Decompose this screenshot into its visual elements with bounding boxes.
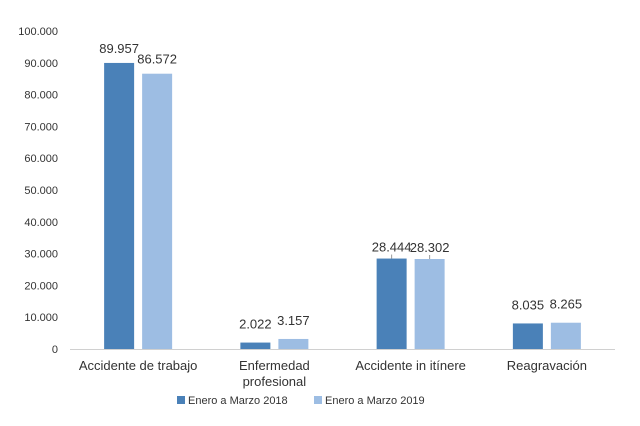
data-label: 2.022 xyxy=(239,317,272,332)
x-category-label: Enfermedad xyxy=(239,358,310,373)
bar xyxy=(278,338,309,349)
data-label: 28.302 xyxy=(410,240,450,255)
bar xyxy=(376,258,407,349)
legend-label: Enero a Marzo 2019 xyxy=(325,395,425,407)
y-tick-label: 80.000 xyxy=(24,90,58,102)
legend-swatch xyxy=(314,396,322,404)
bar xyxy=(512,323,543,349)
y-axis: 0 10.000 20.000 30.000 40.000 50.000 60.000 70.… xyxy=(18,26,58,356)
bar xyxy=(104,62,135,350)
y-tick-label: 100.000 xyxy=(18,26,58,38)
bars xyxy=(104,62,581,350)
x-category-label: Reagravación xyxy=(507,358,587,373)
category-labels: Accidente de trabajo Enfermedadprofesiona… xyxy=(79,358,587,389)
x-category-label: profesional xyxy=(243,374,307,389)
data-label: 28.444 xyxy=(372,240,412,255)
y-tick-label: 90.000 xyxy=(24,58,58,70)
y-tick-label: 10.000 xyxy=(24,312,58,324)
x-category-label: Accidente in itínere xyxy=(355,358,466,373)
y-tick-label: 50.000 xyxy=(24,185,58,197)
data-label: 3.157 xyxy=(277,313,310,328)
legend-label: Enero a Marzo 2018 xyxy=(188,395,288,407)
bar xyxy=(240,342,271,349)
bar xyxy=(142,73,173,349)
legend-swatch xyxy=(177,396,185,404)
data-label: 8.265 xyxy=(550,297,583,312)
y-tick-label: 0 xyxy=(52,344,58,356)
bar xyxy=(414,258,445,349)
data-label: 8.035 xyxy=(512,297,545,312)
y-tick-label: 20.000 xyxy=(24,280,58,292)
y-tick-label: 40.000 xyxy=(24,217,58,229)
data-label: 86.572 xyxy=(137,52,177,67)
bar xyxy=(550,322,581,349)
y-tick-label: 70.000 xyxy=(24,121,58,133)
y-tick-label: 30.000 xyxy=(24,249,58,261)
data-label: 89.957 xyxy=(99,41,139,56)
y-tick-label: 60.000 xyxy=(24,153,58,165)
legend: Enero a Marzo 2018 Enero a Marzo 2019 xyxy=(177,395,425,407)
x-category-label: Accidente de trabajo xyxy=(79,358,198,373)
